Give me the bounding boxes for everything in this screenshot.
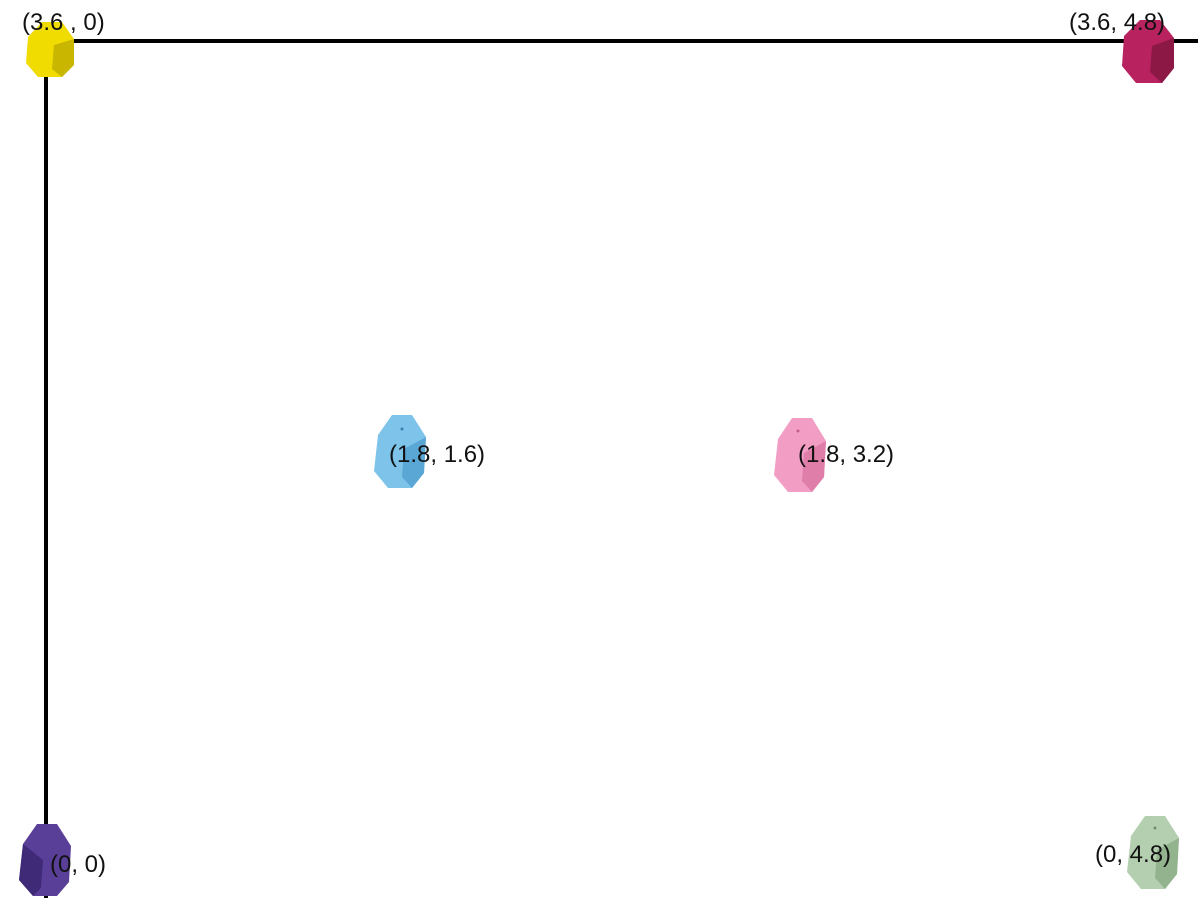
beacon-pink-label: (1.8, 3.2)	[798, 441, 894, 468]
beacon-yellow	[26, 22, 74, 77]
beacon-yellow-label: (3.6 , 0)	[22, 9, 105, 36]
beacon-pink	[774, 418, 826, 492]
beacon-yellow-facet	[52, 39, 74, 77]
beacon-blue-facet	[402, 437, 426, 488]
beacon-purple-facet	[19, 844, 43, 896]
beacon-magenta-label: (3.6, 4.8)	[1069, 9, 1165, 36]
beacon-green-label: (0, 4.8)	[1095, 841, 1171, 868]
beacon-green-facet	[1155, 838, 1179, 889]
beacon-purple-label: (0, 0)	[50, 851, 106, 878]
beacon-magenta	[1122, 20, 1174, 83]
beacon-purple	[19, 824, 71, 896]
beacon-blue-label: (1.8, 1.6)	[389, 441, 485, 468]
beacon-pink-dot	[796, 429, 800, 433]
beacon-blue-dot	[400, 427, 404, 431]
beacon-pink-facet	[802, 441, 826, 492]
beacon-magenta-facet	[1150, 38, 1174, 83]
beacon-blue	[374, 415, 426, 488]
beacon-green	[1127, 816, 1179, 889]
beacon-green-dot	[1153, 826, 1157, 830]
